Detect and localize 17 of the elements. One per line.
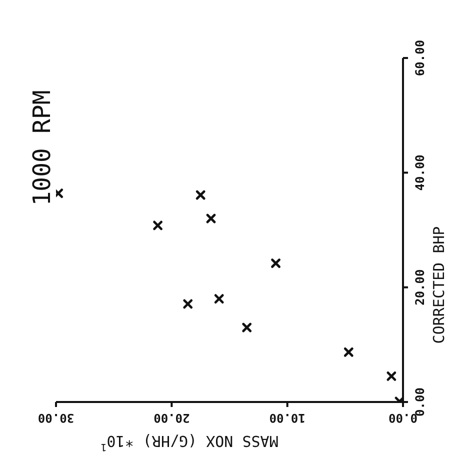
point <box>271 258 280 268</box>
y-tick-label: 40.00 <box>413 154 427 191</box>
y-tick-label: 60.00 <box>413 40 427 76</box>
x-tick-label: 20.00 <box>154 411 190 425</box>
y-axis-title: CORRECTED BHP <box>430 226 448 344</box>
point <box>242 322 252 332</box>
point <box>153 220 162 230</box>
x-tick-label: 30.00 <box>38 411 74 425</box>
point <box>386 372 396 381</box>
point <box>196 190 206 200</box>
y-tick-label: 20.00 <box>413 269 427 306</box>
point <box>183 299 193 309</box>
point <box>344 347 354 357</box>
text: 1000 RPM <box>28 90 56 206</box>
point <box>206 214 216 224</box>
point <box>214 294 224 304</box>
x-tick-label: 10.00 <box>269 411 306 425</box>
